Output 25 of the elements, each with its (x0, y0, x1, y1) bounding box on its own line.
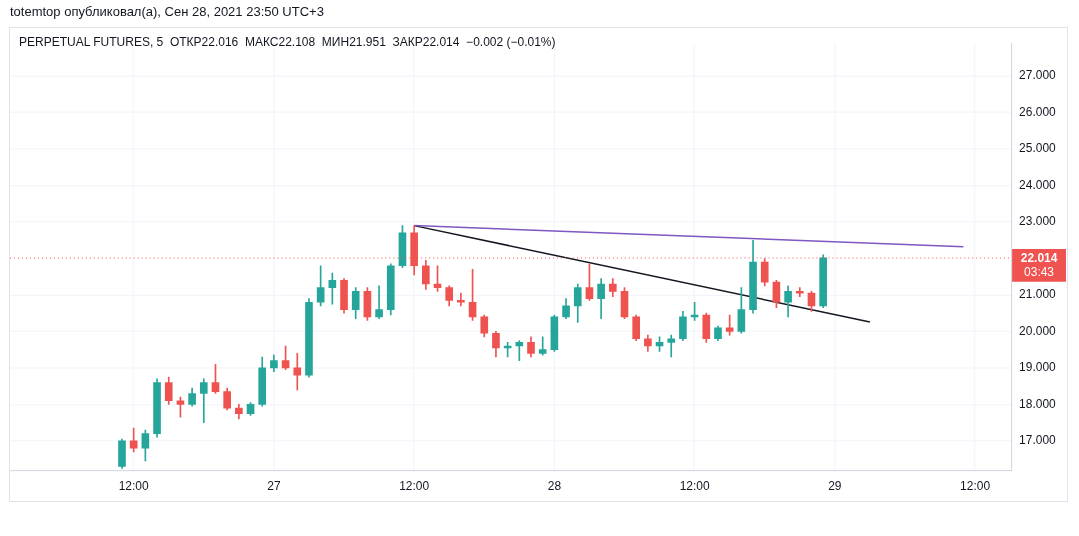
x-tick-label: 12:00 (960, 478, 991, 493)
candlestick (515, 340, 524, 361)
y-tick-label: 26.000 (1019, 104, 1057, 119)
x-tick-label: 27 (267, 478, 281, 493)
candlestick (457, 292, 465, 307)
chart-subtitle: PERPETUAL FUTURES, 5 ОТКР22.016 МАКС22.108 МИН21.951 ЗАКР22.014 −0.002 (−0.01%) (19, 35, 556, 49)
ref-line-label: 22.014 (1020, 251, 1058, 266)
y-tick-label: 23.000 (1019, 214, 1057, 229)
x-tick-label: 12:00 (679, 478, 710, 493)
y-tick-label: 20.000 (1019, 323, 1057, 338)
x-tick-label: 28 (547, 478, 562, 493)
y-tick-label: 17.000 (1019, 433, 1057, 448)
y-tick-label: 24.000 (1019, 177, 1057, 192)
x-tick-label: 29 (828, 478, 842, 493)
y-tick-label: 21.000 (1019, 287, 1057, 302)
text: 03:43 (1024, 265, 1055, 280)
x-tick-label: 12:00 (399, 478, 430, 493)
candlestick (293, 353, 302, 391)
candlestick (667, 334, 676, 358)
y-tick-label: 19.000 (1019, 360, 1057, 375)
x-tick-label: 12:00 (118, 478, 149, 493)
y-tick-label: 18.000 (1019, 396, 1057, 411)
y-tick-label: 27.000 (1019, 68, 1057, 83)
y-tick-label: 25.000 (1019, 141, 1057, 156)
chart-title: totemtop опубликовал(а), Сен 28, 2021 23:50 UTC+3 (10, 4, 324, 19)
